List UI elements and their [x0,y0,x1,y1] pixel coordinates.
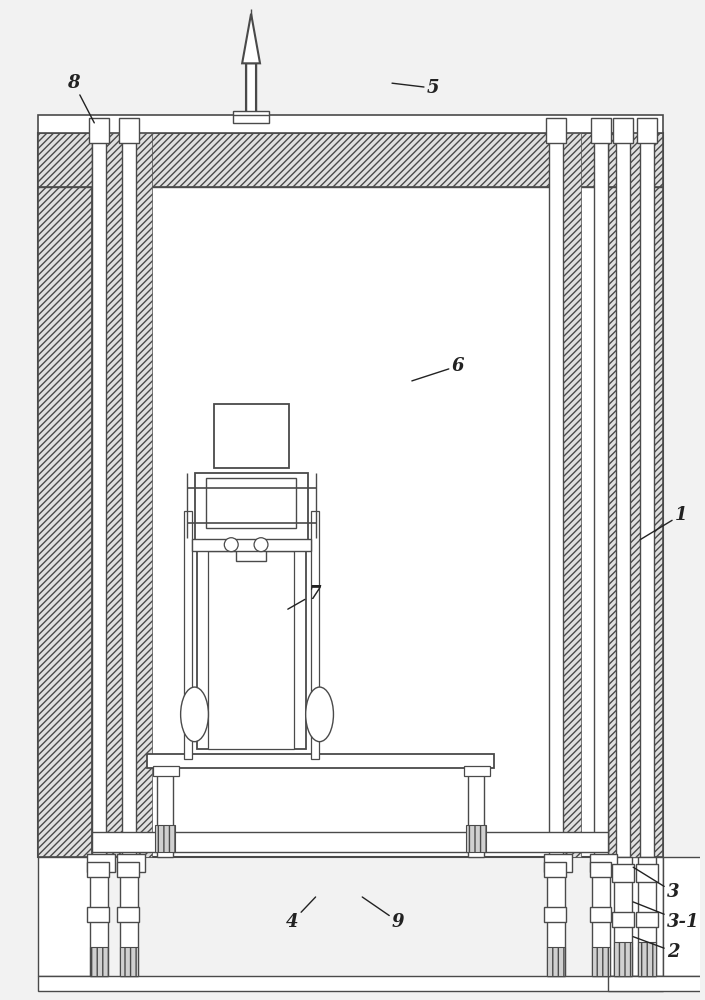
Bar [90,857,108,976]
Text: 3: 3 [633,867,680,901]
Text: 5: 5 [392,79,439,97]
Bar [547,947,565,976]
Bar [92,133,106,857]
Bar [92,832,608,852]
Bar [37,857,92,976]
Bar [87,862,109,877]
Bar [608,976,705,991]
Bar [613,118,633,143]
Bar [246,63,256,115]
Bar [117,907,139,922]
Bar [589,854,618,872]
Bar [195,473,307,543]
Bar [37,976,663,991]
Bar [608,133,663,857]
Bar [592,857,611,976]
Text: 7: 7 [288,585,320,609]
Text: 6: 6 [412,357,464,381]
Bar [122,133,136,857]
Bar [37,133,663,857]
Bar [207,478,296,528]
Bar [197,551,306,749]
Circle shape [224,538,238,552]
Bar [311,511,319,759]
Bar [614,857,632,976]
Bar [209,551,294,749]
Bar [613,864,634,882]
Bar [153,766,178,776]
Ellipse shape [180,687,209,742]
Bar [37,133,663,187]
Bar [87,907,109,922]
Bar [613,912,634,927]
Bar [117,862,139,877]
Bar [614,942,632,976]
Bar [136,133,152,857]
Bar [548,133,563,857]
Bar [616,133,630,857]
Bar [236,543,266,561]
Bar [636,912,658,927]
Bar [547,857,565,976]
Bar [106,133,122,857]
Bar [157,768,173,857]
Text: 8: 8 [68,74,94,123]
Ellipse shape [306,687,333,742]
Bar [155,825,175,852]
Bar [37,115,663,133]
Bar [546,118,565,143]
Bar [214,404,289,468]
Bar [544,854,572,872]
Text: 1: 1 [640,506,687,540]
Bar [637,118,657,143]
Bar [640,133,654,857]
Bar [544,862,565,877]
Bar [638,942,656,976]
Bar [614,947,632,976]
Text: 4: 4 [286,897,316,931]
Bar [589,907,611,922]
Bar [87,854,115,872]
Bar [468,768,484,857]
Bar [544,907,565,922]
Bar [663,857,705,976]
Bar [563,133,581,857]
Bar [37,133,92,857]
Bar [591,118,611,143]
Bar [183,511,192,759]
Bar [119,118,139,143]
Bar [594,133,608,857]
Bar [147,754,494,768]
Bar [192,539,311,551]
Bar [638,857,656,976]
Bar [120,947,138,976]
Bar [117,854,145,872]
Text: 3-1: 3-1 [633,902,699,931]
Bar [608,857,663,976]
Bar [638,947,656,976]
Bar [465,766,490,776]
Bar [90,118,109,143]
Bar [120,857,138,976]
Circle shape [254,538,268,552]
Text: 2: 2 [633,937,680,961]
Bar [630,133,640,857]
Bar [233,111,269,123]
Text: 9: 9 [362,897,405,931]
Bar [90,947,108,976]
Bar [592,947,611,976]
Polygon shape [242,14,260,63]
Bar [636,864,658,882]
Bar [616,133,654,857]
Bar [467,825,486,852]
Bar [589,862,611,877]
